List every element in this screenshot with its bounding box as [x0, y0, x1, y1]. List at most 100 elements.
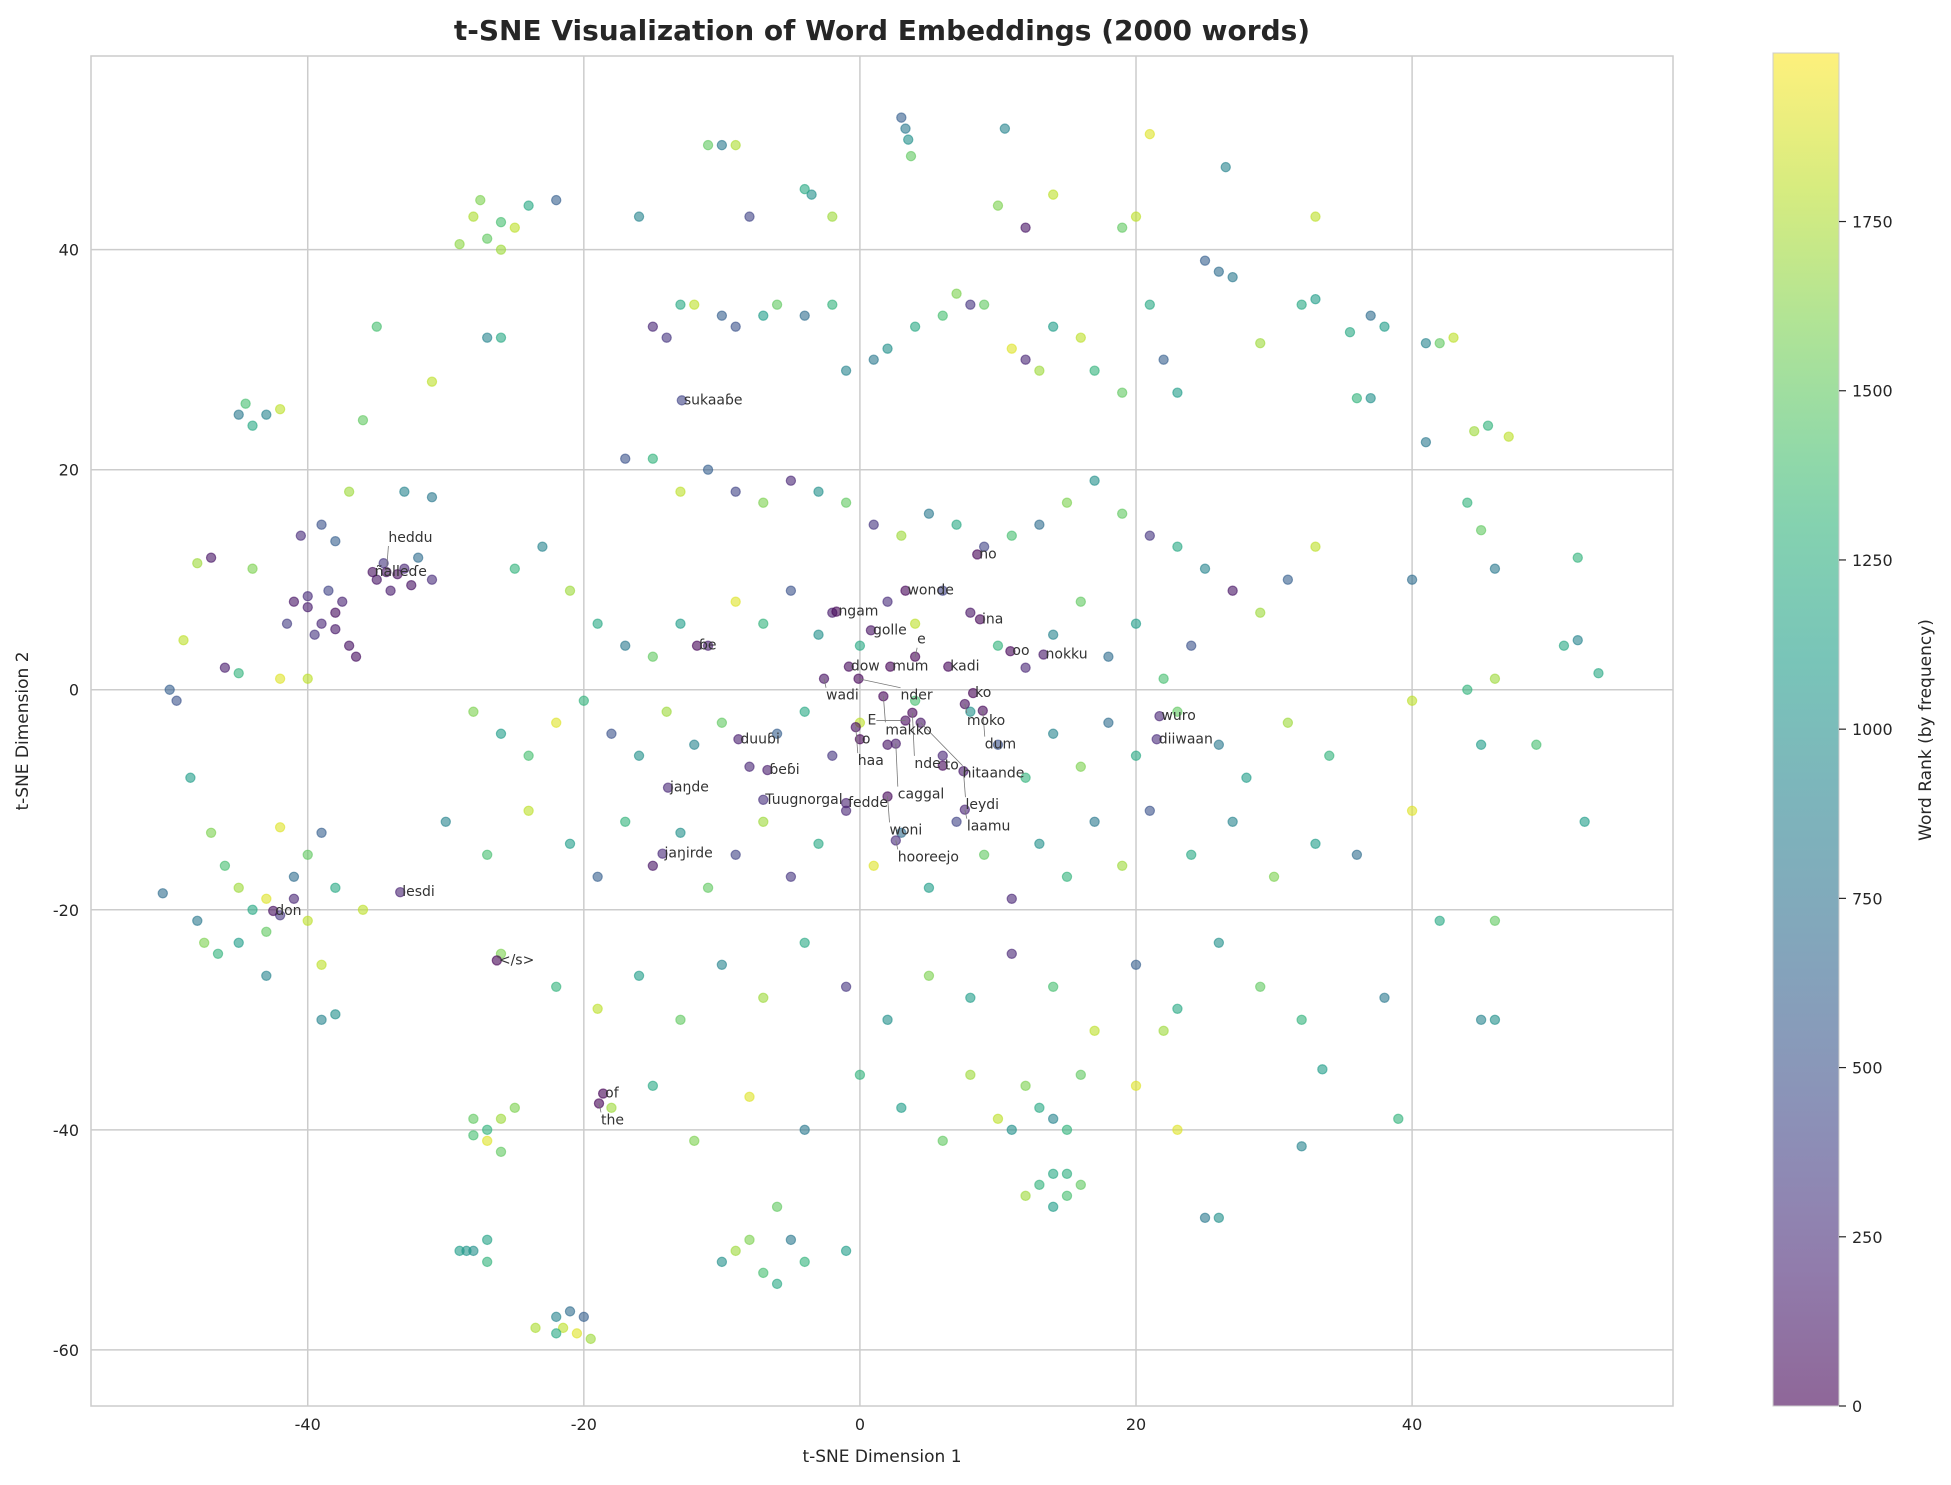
scatter-point: [633, 970, 645, 982]
annotated-point: [1151, 734, 1162, 745]
scatter-point: [799, 937, 810, 948]
scatter-point: [412, 552, 424, 563]
scatter-point: [205, 827, 217, 838]
x-axis-label: t-SNE Dimension 1: [802, 1447, 961, 1467]
word-label: oo: [1012, 643, 1029, 659]
word-label: jaŋirde: [664, 846, 713, 862]
scatter-point: [551, 194, 562, 206]
colorbar-label: Word Rank (by frequency): [1916, 619, 1936, 841]
word-label: mum: [892, 659, 928, 675]
leader-line: [895, 840, 899, 850]
scatter-point: [900, 123, 911, 134]
scatter-point: [537, 541, 548, 552]
annotated-point: [733, 734, 744, 745]
scatter-point: [233, 882, 244, 893]
annotated-point: [831, 606, 842, 617]
scatter-point: [1462, 684, 1473, 695]
scatter-point: [247, 420, 258, 431]
scatter-point: [647, 453, 659, 464]
scatter-point: [730, 321, 741, 332]
word-annotations: sukaaɓe ñalleɗe heddu ngam wonde no ina golle ɓe…: [275, 392, 1213, 1128]
word-label: nder: [901, 688, 933, 704]
scatter-point: [1579, 816, 1590, 827]
scatter-point: [1172, 387, 1183, 398]
scatter-point: [1213, 266, 1225, 277]
scatter-point: [675, 299, 686, 310]
scatter-point: [233, 409, 244, 420]
colorbar-tick-label: 1750: [1852, 213, 1893, 232]
word-label: ngam: [838, 604, 878, 620]
scatter-point: [840, 981, 852, 993]
scatter-point: [675, 486, 686, 497]
scatter-point: [1255, 981, 1266, 993]
word-label: leydi: [965, 797, 999, 813]
scatter-point: [799, 1256, 810, 1268]
leader-line: [964, 809, 968, 819]
scatter-point: [1310, 211, 1321, 222]
scatter-point: [316, 1014, 327, 1026]
scatter-point: [468, 706, 479, 717]
colorbar-tick-label: 1500: [1852, 382, 1893, 401]
scatter-point: [1116, 222, 1128, 233]
scatter-point: [606, 1102, 617, 1114]
scatter-point: [406, 580, 417, 591]
scatter-point: [1130, 1080, 1142, 1092]
scatter-point: [592, 618, 603, 629]
word-label: golle: [873, 622, 907, 638]
scatter-point: [806, 189, 817, 200]
scatter-point: [330, 536, 341, 547]
scatter-point: [909, 618, 921, 629]
scatter-point: [896, 112, 907, 123]
scatter-point: [1255, 607, 1266, 618]
scatter-point: [495, 1113, 507, 1125]
annotated-point: [1038, 649, 1049, 660]
colorbar-tick-label: 750: [1852, 889, 1883, 908]
scatter-point: [1006, 948, 1017, 959]
scatter-point: [1172, 541, 1183, 552]
word-label: </s>: [499, 952, 534, 968]
scatter-point: [1034, 838, 1045, 849]
scatter-point: [675, 618, 686, 629]
annotated-point: [758, 794, 769, 805]
scatter-point: [896, 1102, 907, 1114]
scatter-point: [399, 486, 410, 497]
word-label: duuɓi: [740, 731, 779, 747]
scatter-point: [240, 398, 251, 409]
y-tick-label: -40: [53, 1121, 79, 1140]
scatter-point: [509, 563, 520, 574]
scatter-point: [1489, 673, 1501, 684]
scatter-point: [1489, 915, 1501, 926]
scatter-point: [882, 1014, 893, 1026]
scatter-point: [1282, 574, 1294, 585]
scatter-point: [744, 1234, 755, 1246]
scatter-point: [551, 717, 562, 728]
scatter-point: [758, 992, 769, 1004]
scatter-point: [468, 1113, 479, 1125]
scatter-point: [1213, 739, 1225, 750]
scatter-point: [840, 497, 852, 508]
scatter-point: [1434, 915, 1445, 926]
scatter-point: [1227, 271, 1238, 283]
scatter-point: [896, 530, 907, 541]
scatter-point: [551, 981, 562, 993]
scatter-point: [1144, 299, 1156, 310]
scatter-point: [295, 530, 307, 541]
annotated-point: [967, 687, 979, 699]
scatter-point: [323, 585, 334, 596]
scatter-point: [247, 904, 258, 915]
word-label: sukaaɓe: [684, 392, 743, 408]
word-label: diiwaan: [1159, 731, 1213, 747]
scatter-point: [799, 183, 810, 195]
scatter-point: [633, 211, 645, 222]
scatter-point: [689, 739, 700, 750]
chart-title: t-SNE Visualization of Word Embeddings (…: [454, 14, 1310, 47]
word-label: hitaande: [963, 766, 1025, 782]
scatter-point: [212, 948, 224, 959]
scatter-point: [288, 893, 300, 904]
scatter-point: [233, 937, 244, 948]
annotated-point: [885, 661, 896, 672]
scatter-point: [1351, 849, 1363, 860]
scatter-point: [965, 299, 976, 310]
scatter-point: [481, 233, 493, 244]
